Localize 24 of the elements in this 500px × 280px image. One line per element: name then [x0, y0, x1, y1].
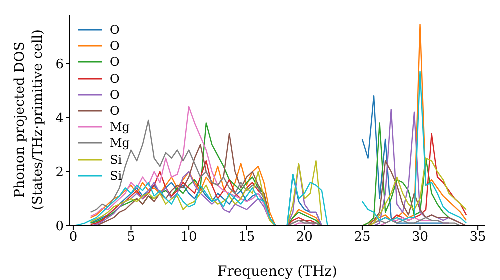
legend-label: O	[110, 72, 120, 86]
x-tick-label: 30	[412, 230, 429, 246]
x-axis-title: Frequency (THz)	[217, 264, 338, 280]
y-axis-title: Phonon projected DOS (States/THz·primitive cell)	[12, 30, 46, 210]
x-tick-label: 0	[69, 230, 78, 246]
x-tick-label: 20	[296, 230, 313, 246]
x-tick-label: 15	[238, 230, 256, 246]
y-tick-label: 0	[56, 220, 64, 235]
y-tick-label: 2	[56, 166, 64, 181]
x-tick-label: 25	[354, 230, 371, 246]
legend-label: Si	[110, 152, 122, 167]
legend-label: O	[110, 23, 120, 38]
legend-label: O	[110, 39, 120, 54]
y-tick-label: 6	[56, 57, 64, 72]
x-tick-label: 10	[180, 230, 198, 246]
legend-label: Mg	[110, 136, 130, 150]
legend-label: O	[110, 104, 120, 118]
y-tick-label: 4	[56, 111, 64, 126]
legend-label: Si	[110, 168, 122, 183]
legend-label: O	[110, 88, 120, 102]
legend-label: O	[110, 55, 120, 70]
legend-label: Mg	[110, 120, 130, 134]
x-tick-label: 5	[127, 230, 136, 246]
x-tick-label: 35	[470, 230, 486, 246]
